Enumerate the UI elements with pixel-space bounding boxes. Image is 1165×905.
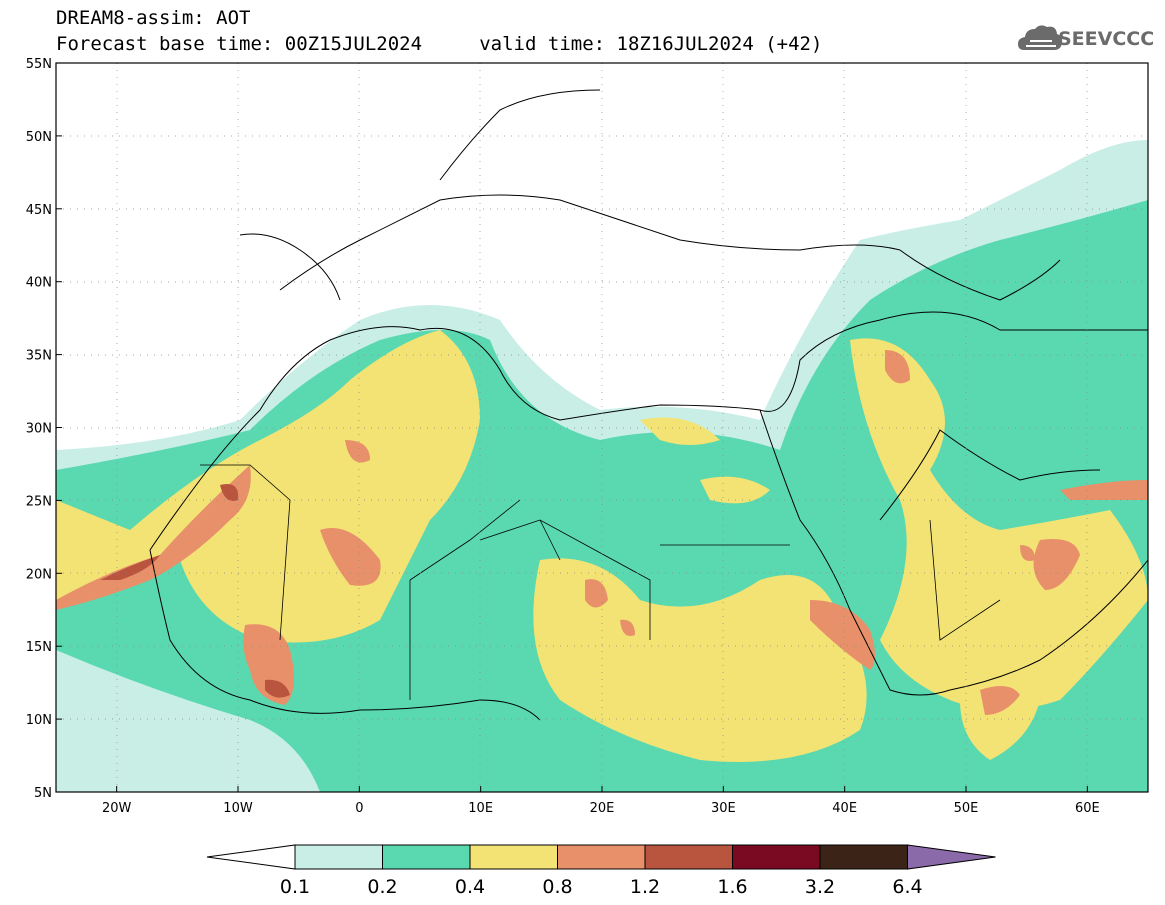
colorbar-label: 0.1: [280, 876, 310, 898]
lat-tick-label: 30N: [26, 422, 52, 437]
lon-tick-label: 10E: [468, 801, 493, 816]
colorbar-swatch: [644, 844, 733, 870]
forecast-times: Forecast base time: 00Z15JUL2024 valid t…: [56, 33, 823, 55]
map-title: DREAM8-assim: AOT: [56, 7, 251, 29]
lat-tick-label: 50N: [26, 130, 52, 145]
lat-tick-label: 45N: [26, 203, 52, 218]
colorbar-min-arrow: [206, 844, 296, 870]
lat-tick-label: 10N: [26, 713, 52, 728]
lon-tick-label: 60E: [1075, 801, 1100, 816]
aot-field-1.2: [100, 484, 290, 698]
lon-tick-label: 30E: [711, 801, 736, 816]
colorbar-max-arrow: [907, 844, 996, 870]
lat-tick-label: 5N: [34, 786, 52, 801]
lon-tick-label: 10W: [223, 801, 253, 816]
borders: [200, 464, 1001, 700]
graticule: [56, 63, 1148, 792]
colorbar-label: 0.8: [542, 876, 572, 898]
colorbar-label: 0.2: [367, 876, 397, 898]
aot-field-0.8: [56, 350, 1148, 715]
cloud-icon: [1018, 25, 1063, 50]
colorbar-label: 3.2: [805, 876, 835, 898]
lon-tick-label: 0: [355, 801, 363, 816]
lat-tick-label: 40N: [26, 276, 52, 291]
colorbar-swatch: [469, 844, 558, 870]
lat-tick-label: 20N: [26, 567, 52, 582]
lat-tick-label: 55N: [26, 57, 52, 72]
colorbar-swatch: [819, 844, 908, 870]
colorbar-swatch: [294, 844, 383, 870]
colorbar-swatch: [732, 844, 821, 870]
colorbar-label: 1.6: [717, 876, 747, 898]
lat-tick-label: 25N: [26, 494, 52, 509]
lat-tick-label: 15N: [26, 640, 52, 655]
lat-tick-label: 35N: [26, 349, 52, 364]
lat-ticks: 55N 50N 45N 40N 35N 30N 25N 20N 15N 10N 5N: [26, 57, 62, 801]
logo-text: SEEVCCC: [1058, 28, 1155, 50]
lon-tick-label: 50E: [954, 801, 979, 816]
colorbar-label: 0.4: [455, 876, 485, 898]
colorbar-label: 6.4: [892, 876, 922, 898]
lon-tick-label: 20E: [590, 801, 615, 816]
lon-ticks: 20W 10W 0 10E 20E 30E 40E 50E 60E: [102, 786, 1100, 816]
colorbar-label: 1.2: [630, 876, 660, 898]
colorbar-swatch: [557, 844, 646, 870]
lon-tick-label: 40E: [832, 801, 857, 816]
colorbar-swatch: [382, 844, 471, 870]
lon-tick-label: 20W: [102, 801, 132, 816]
